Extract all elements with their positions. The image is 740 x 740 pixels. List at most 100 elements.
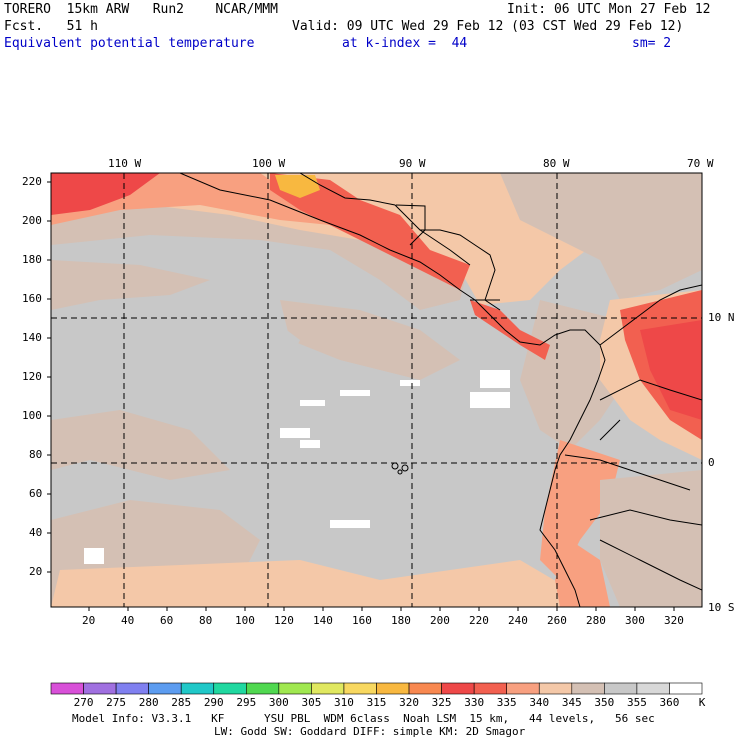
model-info: Model Info: V3.3.1 KF YSU PBL WDM 6class… — [72, 712, 655, 725]
x-tick: 40 — [121, 614, 135, 627]
x-tick: 280 — [586, 614, 606, 627]
warm-band-north — [51, 190, 470, 310]
x-tick: 220 — [469, 614, 489, 627]
colorbar-swatch — [571, 682, 605, 695]
colorbar-label: 320 — [399, 696, 419, 709]
colorbar-label: 280 — [138, 696, 159, 709]
init-time: Init: 06 UTC Mon 27 Feb 12 — [507, 2, 711, 17]
y-tick: 220 — [22, 175, 42, 188]
ecuador-peru-warm — [540, 440, 620, 580]
cold-pockets — [84, 370, 510, 564]
lon-label-80w: 80 W — [543, 157, 570, 170]
amazon-tan — [600, 470, 702, 607]
valid-time: Valid: 09 UTC Wed 29 Feb 12 (03 CST Wed … — [292, 19, 684, 34]
colorbar-label: 335 — [496, 696, 517, 709]
colorbar-label: K — [698, 696, 706, 709]
lat-label-10n: 10 N — [708, 311, 735, 324]
y-tick: 40 — [29, 526, 43, 539]
colorbar-swatch — [278, 682, 312, 695]
colorbar-swatch — [180, 682, 215, 695]
colorbar-label: 345 — [561, 696, 582, 709]
caribbean-band — [500, 173, 702, 300]
colorbar-swatch — [506, 682, 540, 695]
colorbar-swatch — [441, 682, 475, 695]
y-tick: 80 — [29, 448, 43, 461]
colorbar-label: 305 — [301, 696, 322, 709]
colorbar-swatch — [376, 682, 410, 695]
warm-band-south — [51, 560, 600, 607]
lon-label-70w: 70 W — [687, 157, 714, 170]
x-tick: 80 — [199, 614, 213, 627]
warm-patch-central — [280, 300, 460, 380]
colorbar — [50, 682, 703, 695]
lat-label-equator: 0 — [708, 456, 715, 469]
y-tick: 100 — [22, 409, 42, 422]
colorbar-swatch — [343, 682, 377, 695]
colorbar-label: 315 — [366, 696, 387, 709]
colorbar-label: 285 — [171, 696, 192, 709]
x-tick: 120 — [274, 614, 294, 627]
x-tick: 100 — [235, 614, 255, 627]
colorbar-swatch — [50, 682, 84, 695]
mexico-hot-spot — [275, 175, 320, 198]
colorbar-swatch — [408, 682, 442, 695]
graticule — [51, 173, 702, 607]
colorbar-swatch — [148, 682, 182, 695]
x-tick: 300 — [625, 614, 645, 627]
physics-info: LW: Godd SW: Goddard DIFF: simple KM: 2D… — [214, 725, 526, 738]
smoothing-info: sm= 2 — [632, 36, 672, 51]
axis-ticks — [47, 181, 675, 611]
colorbar-label: 330 — [464, 696, 485, 709]
y-tick: 180 — [22, 253, 42, 266]
colorbar-swatch — [311, 682, 345, 695]
x-tick: 320 — [664, 614, 684, 627]
warm-patch-west — [51, 260, 210, 310]
colorbar-label: 355 — [626, 696, 647, 709]
plot-frame — [50, 172, 703, 608]
peru-coast-warm — [555, 540, 610, 607]
colorbar-swatch — [115, 682, 149, 695]
colorbar-label: 295 — [236, 696, 257, 709]
x-tick: 240 — [508, 614, 528, 627]
colorbar-swatch — [473, 682, 507, 695]
colorbar-swatch — [636, 682, 670, 695]
lon-label-110w: 110 W — [108, 157, 142, 170]
colorbar-swatch — [213, 682, 247, 695]
nw-red-patch — [51, 173, 160, 215]
lon-label-100w: 100 W — [252, 157, 286, 170]
level-info: at k-index = 44 — [342, 36, 468, 51]
coastlines — [179, 173, 702, 607]
x-tick: 20 — [82, 614, 96, 627]
lat-label-10s: 10 S — [708, 601, 735, 614]
y-tick: 140 — [22, 331, 42, 344]
colorbar-label: 340 — [529, 696, 550, 709]
colorbar-label: 325 — [431, 696, 452, 709]
colorbar-swatch — [83, 682, 117, 695]
lon-label-90w: 90 W — [399, 157, 426, 170]
theta-e-map — [47, 172, 703, 611]
colorbar-swatch — [538, 682, 573, 695]
y-tick: 120 — [22, 370, 42, 383]
forecast-hour: Fcst. 51 h — [4, 19, 98, 34]
central-america-warm — [270, 173, 470, 290]
colorbar-swatch — [604, 682, 638, 695]
ocean-cool-1 — [120, 295, 300, 390]
y-tick: 20 — [29, 565, 43, 578]
colorbar-swatch — [669, 682, 703, 695]
y-tick: 60 — [29, 487, 43, 500]
colorbar-label: 275 — [106, 696, 127, 709]
field-name: Equivalent potential temperature — [4, 36, 255, 51]
x-tick: 60 — [160, 614, 174, 627]
colorbar-label: 300 — [268, 696, 289, 709]
x-tick: 260 — [547, 614, 567, 627]
colorbar-swatch — [246, 682, 280, 695]
colorbar-label: 350 — [594, 696, 615, 709]
colorbar-label: 310 — [334, 696, 354, 709]
x-tick: 160 — [352, 614, 372, 627]
x-tick: 180 — [391, 614, 411, 627]
colorbar-label: 290 — [203, 696, 224, 709]
y-tick: 160 — [22, 292, 42, 305]
x-tick: 140 — [313, 614, 333, 627]
colorbar-label: 270 — [73, 696, 94, 709]
colorbar-label: 360 — [659, 696, 680, 709]
